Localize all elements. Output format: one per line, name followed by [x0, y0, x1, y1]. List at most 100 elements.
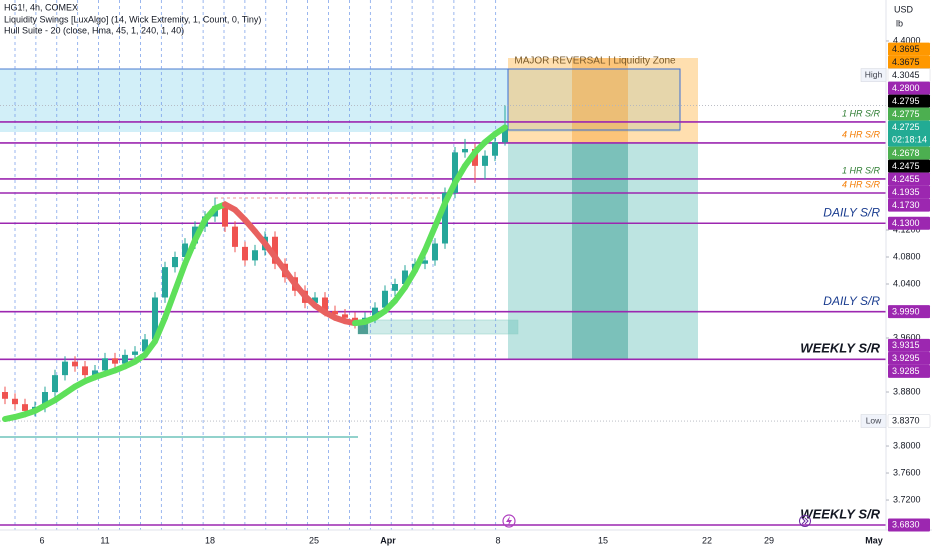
- candle-body: [392, 284, 398, 291]
- x-tick-label: 29: [764, 535, 774, 545]
- level-label: 1 HR S/R: [842, 165, 881, 175]
- price-label: 4.1935: [892, 187, 920, 197]
- price-label: 3.9315: [892, 340, 920, 350]
- zone-title: MAJOR REVERSAL | Liquidity Zone: [514, 56, 676, 67]
- price-label: 4.2475: [892, 161, 920, 171]
- price-label-box: [888, 305, 930, 319]
- price-label-box: [888, 172, 930, 186]
- hull-segment: [182, 237, 198, 267]
- candle-body: [242, 246, 248, 261]
- price-label: 4.2678: [892, 148, 920, 158]
- risk-box: [508, 58, 698, 143]
- candle-body: [312, 297, 318, 303]
- candle-body: [382, 290, 388, 308]
- candle-body: [272, 236, 278, 264]
- level-label: 4 HR S/R: [842, 179, 881, 189]
- price-label: 3.9990: [892, 306, 920, 316]
- candle-body: [232, 226, 238, 247]
- level-label: 4 HR S/R: [842, 129, 881, 139]
- candle-body: [222, 206, 228, 227]
- candle-body: [442, 192, 448, 244]
- candle-body: [452, 152, 458, 193]
- session-lines: [14, 0, 497, 530]
- candle-body: [502, 127, 508, 143]
- x-tick-label: Apr: [380, 535, 396, 545]
- price-label: 3.8370: [892, 416, 920, 426]
- hull-segment: [192, 216, 208, 244]
- candle-body: [172, 257, 178, 268]
- x-tick-label: 18: [205, 535, 215, 545]
- price-label: 4.2455: [892, 174, 920, 184]
- price-label: 4.2795: [892, 96, 920, 106]
- y-tick-label: 3.8800: [893, 386, 921, 396]
- price-label-box: [888, 120, 930, 147]
- x-tick-label: 8: [495, 535, 500, 545]
- price-label-box: [888, 94, 930, 108]
- level-label: DAILY S/R: [823, 294, 880, 308]
- candle-body: [42, 392, 48, 407]
- x-tick-label: 11: [100, 535, 109, 545]
- price-label: 3.6830: [892, 520, 920, 530]
- candle-body: [432, 243, 438, 261]
- risk-box-inner: [572, 58, 628, 143]
- candle-body: [72, 361, 78, 367]
- y-tick-label: 3.9600: [893, 332, 921, 342]
- candle-body: [472, 148, 478, 166]
- extreme-tag-box: [860, 414, 887, 428]
- price-label-box: [888, 107, 930, 121]
- level-label: WEEKLY S/R: [800, 506, 880, 521]
- price-label-box: [888, 364, 930, 378]
- indicator: Hull Suite - 20 (close, Hma, 45, 1, 240,…: [4, 25, 184, 35]
- candle-body: [62, 361, 68, 376]
- candle-body: [462, 148, 468, 153]
- y-tick-label: 3.8000: [893, 440, 921, 450]
- candle-body: [252, 250, 258, 261]
- y-tick-label: 4.0400: [893, 278, 921, 288]
- swing-zone: [357, 319, 519, 335]
- candle-body: [2, 392, 8, 399]
- alert-icon-bolt: [506, 516, 512, 526]
- price-label: 4.3045: [892, 70, 920, 80]
- price-label: 3.9285: [892, 366, 920, 376]
- price-labels: 4.3695 4.3675 High 4.3045 4.2800 4.2795 4.2775…: [860, 42, 931, 532]
- price-label-box: [887, 414, 931, 428]
- price-label-box: [888, 42, 930, 56]
- replay-icon-arrows: [801, 517, 809, 525]
- hull-segment: [402, 267, 418, 291]
- level-label: DAILY S/R: [823, 205, 880, 219]
- candle-body: [12, 398, 18, 405]
- price-label: 4.1300: [892, 218, 920, 228]
- extreme-tag: Low: [866, 416, 882, 426]
- target-box-inner: [572, 143, 628, 360]
- x-tick-label: May: [865, 535, 883, 545]
- swing-zone-marker: [358, 320, 368, 334]
- hull-segment: [492, 124, 508, 138]
- candle-body: [482, 155, 488, 166]
- symbol: HG1!, 4h, COMEX: [4, 2, 78, 12]
- alert-icon[interactable]: [502, 514, 516, 528]
- level-label: 1 HR S/R: [842, 108, 881, 118]
- candle-body: [162, 267, 168, 298]
- hull-line: [2, 124, 508, 423]
- price-label: 4.2775: [892, 109, 920, 119]
- price-label: 4.3695: [892, 44, 920, 54]
- x-tick-label: 15: [598, 535, 608, 545]
- indicator: Liquidity Swings [LuxAlgo] (14, Wick Ext…: [4, 14, 261, 24]
- countdown: 02:18:14: [892, 134, 927, 144]
- extreme-tag-box: [860, 68, 887, 82]
- candle-body: [372, 307, 378, 318]
- unit: lb: [896, 18, 903, 28]
- candle-body: [82, 366, 88, 376]
- x-tick-label: 22: [702, 535, 712, 545]
- hull-segment: [422, 223, 438, 254]
- level-label: WEEKLY S/R: [800, 341, 880, 356]
- price-label-box: [888, 216, 930, 230]
- price-label: 4.2725: [892, 122, 920, 132]
- candle-body: [332, 311, 338, 315]
- price-label-box: [888, 55, 930, 69]
- hull-segment: [172, 260, 188, 294]
- replay-icon[interactable]: [799, 515, 811, 527]
